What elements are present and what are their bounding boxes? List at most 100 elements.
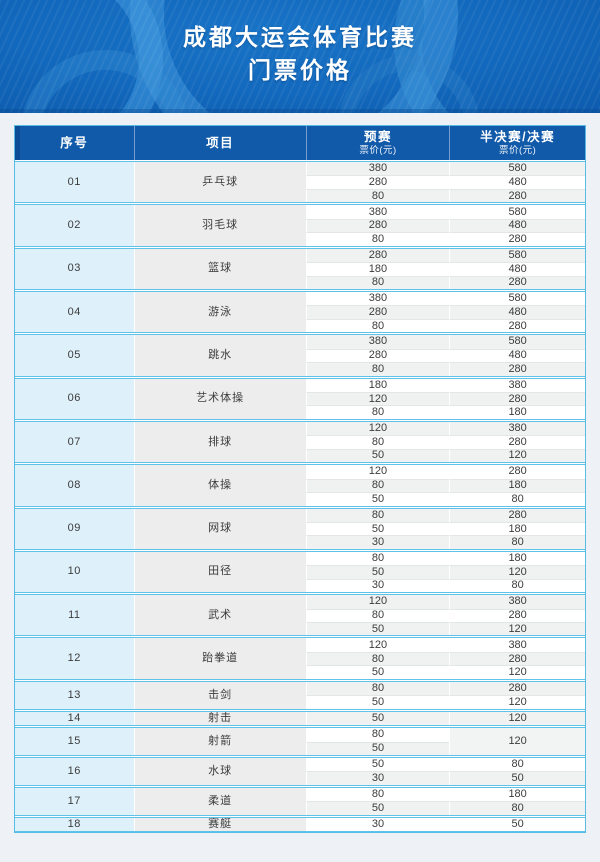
prelim-price-cell: 30: [305, 535, 450, 549]
prelim-price-cell: 80: [305, 232, 450, 246]
table-row-group: 15 射箭 80 120 50: [15, 727, 585, 756]
banner: 成都大运会体育比赛 门票价格: [0, 0, 600, 113]
col-header-event: 项目: [133, 126, 306, 160]
table-row-group: 09 网球 80 280 50 180 30 80: [15, 507, 585, 550]
final-price-cell: 580: [449, 335, 585, 349]
final-price-cell: 280: [449, 275, 585, 289]
prelim-price-cell: 30: [305, 771, 450, 785]
final-price-cell: 380: [449, 638, 585, 652]
row-number-cell: 17: [15, 787, 134, 815]
prelim-price-cell: 80: [305, 551, 450, 566]
final-price-cell: 280: [449, 392, 585, 406]
row-number-cell: 11: [15, 595, 134, 636]
prelim-price-cell: 80: [305, 681, 450, 696]
table-row-group: 04 游泳 380 580 280 480 80 280: [15, 290, 585, 334]
prelim-price-cell: 380: [305, 162, 450, 176]
table-row-group: 08 体操 120 280 80 180 50 80: [15, 464, 585, 507]
prelim-price-cell: 50: [305, 757, 450, 772]
final-price-cell: 380: [449, 378, 585, 392]
row-number-cell: 02: [15, 205, 134, 246]
final-price-cell: 280: [449, 318, 585, 333]
table-row-group: 06 艺术体操 180 380 120 280 80 180: [15, 377, 585, 420]
prelim-price-cell: 280: [305, 348, 450, 363]
event-name-cell: 射击: [133, 711, 306, 726]
final-price-cell: 280: [449, 465, 585, 479]
row-number-cell: 16: [15, 757, 134, 785]
row-number-cell: 10: [15, 551, 134, 593]
final-price-cell: 480: [449, 262, 585, 276]
event-name-cell: 篮球: [133, 248, 306, 289]
row-number-cell: 08: [15, 465, 134, 506]
final-price-cell: 280: [449, 232, 585, 246]
col-header-no-label: 序号: [60, 136, 89, 150]
col-header-event-label: 项目: [206, 136, 235, 150]
prelim-price-cell: 50: [305, 622, 450, 636]
prelim-price-cell: 80: [305, 188, 450, 203]
final-price-cell: 180: [449, 478, 585, 493]
row-number-cell: 01: [15, 162, 134, 203]
final-price-cell: 120: [449, 665, 585, 679]
prelim-price-cell: 80: [305, 435, 450, 449]
final-price-cell: 120: [449, 728, 585, 755]
row-number-cell: 06: [15, 378, 134, 419]
row-number-cell: 05: [15, 335, 134, 376]
event-name-cell: 水球: [133, 757, 306, 785]
prelim-price-cell: 50: [305, 711, 450, 726]
prelim-price-cell: 80: [305, 608, 450, 622]
final-price-cell: 80: [449, 492, 585, 506]
final-price-cell: 120: [449, 711, 585, 726]
final-price-cell: 120: [449, 565, 585, 579]
prelim-price-cell: 120: [305, 595, 450, 609]
row-number-cell: 09: [15, 508, 134, 549]
final-price-cell: 280: [449, 651, 585, 666]
final-price-cell: 120: [449, 448, 585, 463]
prelim-price-cell: 80: [305, 508, 450, 522]
table-row-group: 10 田径 80 180 50 120 30 80: [15, 550, 585, 594]
banner-bottom-edge: [0, 109, 600, 113]
event-name-cell: 柔道: [133, 787, 306, 815]
final-price-cell: 80: [449, 801, 585, 815]
prelim-price-cell: 50: [305, 801, 450, 815]
col-header-final-sublabel: 票价(元): [498, 145, 537, 156]
prelim-price-cell: 30: [305, 578, 450, 593]
event-name-cell: 乒乓球: [133, 162, 306, 203]
final-price-cell: 80: [449, 757, 585, 772]
prelim-price-cell: 50: [305, 521, 450, 536]
final-price-cell: 580: [449, 248, 585, 263]
final-price-cell: 80: [449, 578, 585, 593]
prelim-price-cell: 50: [305, 741, 450, 755]
table-row-group: 02 羽毛球 380 580 280 480 80 280: [15, 204, 585, 247]
final-price-cell: 80: [449, 535, 585, 549]
final-price-cell: 480: [449, 218, 585, 233]
prelim-price-cell: 50: [305, 448, 450, 463]
event-name-cell: 艺术体操: [133, 378, 306, 419]
prelim-price-cell: 380: [305, 335, 450, 349]
col-header-final: 半决赛/决赛 票价(元): [449, 126, 585, 160]
event-name-cell: 游泳: [133, 291, 306, 333]
prelim-price-cell: 380: [305, 205, 450, 219]
table-row-group: 14 射击 50 120: [15, 710, 585, 727]
final-price-cell: 180: [449, 551, 585, 566]
event-name-cell: 体操: [133, 465, 306, 506]
event-name-cell: 排球: [133, 421, 306, 463]
col-header-prelim-sublabel: 票价(元): [359, 145, 397, 156]
price-table-body: 01 乒乓球 380 580 280 480 80 280 02 羽毛球 380 580 280 480 8…: [15, 161, 585, 833]
prelim-price-cell: 50: [305, 565, 450, 579]
final-price-cell: 280: [449, 362, 585, 376]
table-row-group: 12 跆拳道 120 380 80 280 50 120: [15, 637, 585, 680]
row-number-cell: 13: [15, 681, 134, 709]
table-row-group: 16 水球 50 80 30 50: [15, 756, 585, 786]
col-header-prelim: 预赛 票价(元): [305, 126, 450, 160]
prelim-price-cell: 280: [305, 218, 450, 233]
table-row-group: 18 赛艇 30 50: [15, 816, 585, 833]
final-price-cell: 120: [449, 695, 585, 709]
prelim-price-cell: 120: [305, 392, 450, 406]
table-row-group: 07 排球 120 380 80 280 50 120: [15, 420, 585, 464]
final-price-cell: 580: [449, 162, 585, 176]
final-price-cell: 280: [449, 608, 585, 622]
final-price-cell: 180: [449, 787, 585, 802]
prelim-price-cell: 280: [305, 248, 450, 263]
event-name-cell: 网球: [133, 508, 306, 549]
final-price-cell: 480: [449, 175, 585, 189]
